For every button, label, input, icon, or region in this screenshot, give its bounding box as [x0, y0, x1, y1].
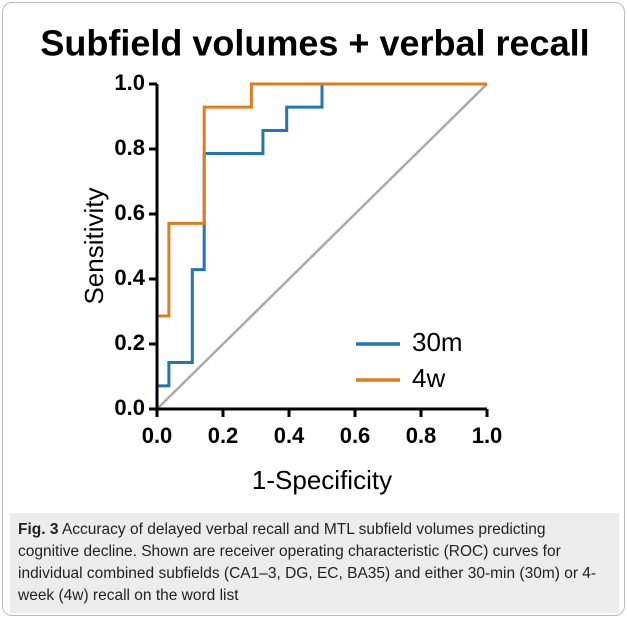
x-axis-label: 1-Specificity — [252, 465, 392, 495]
chart: Subfield volumes + verbal recall 1-Speci… — [40, 23, 589, 495]
y-tick-label: 0.0 — [114, 395, 145, 420]
y-tick-label: 1.0 — [114, 70, 145, 95]
caption-text: Accuracy of delayed verbal recall and MT… — [18, 521, 597, 604]
y-tick-label: 0.8 — [114, 135, 145, 160]
y-tick-label: 0.6 — [114, 200, 145, 225]
x-tick-label: 0.0 — [142, 423, 173, 448]
x-tick-label: 0.8 — [406, 423, 437, 448]
legend-label: 30m — [412, 327, 463, 357]
x-tick-label: 1.0 — [472, 423, 503, 448]
y-tick-label: 0.4 — [114, 265, 145, 290]
y-axis-label: Sensitivity — [79, 187, 109, 304]
y-tick-label: 0.2 — [114, 330, 145, 355]
x-tick-label: 0.4 — [274, 423, 305, 448]
x-tick-label: 0.6 — [340, 423, 371, 448]
legend-label: 4w — [412, 363, 445, 393]
caption-label: Fig. 3 — [18, 521, 59, 538]
chart-title: Subfield volumes + verbal recall — [40, 23, 589, 64]
x-tick-label: 0.2 — [208, 423, 239, 448]
reference-diagonal — [156, 83, 488, 410]
caption: Fig. 3 Accuracy of delayed verbal recall… — [10, 513, 619, 613]
roc-curve — [155, 82, 487, 409]
